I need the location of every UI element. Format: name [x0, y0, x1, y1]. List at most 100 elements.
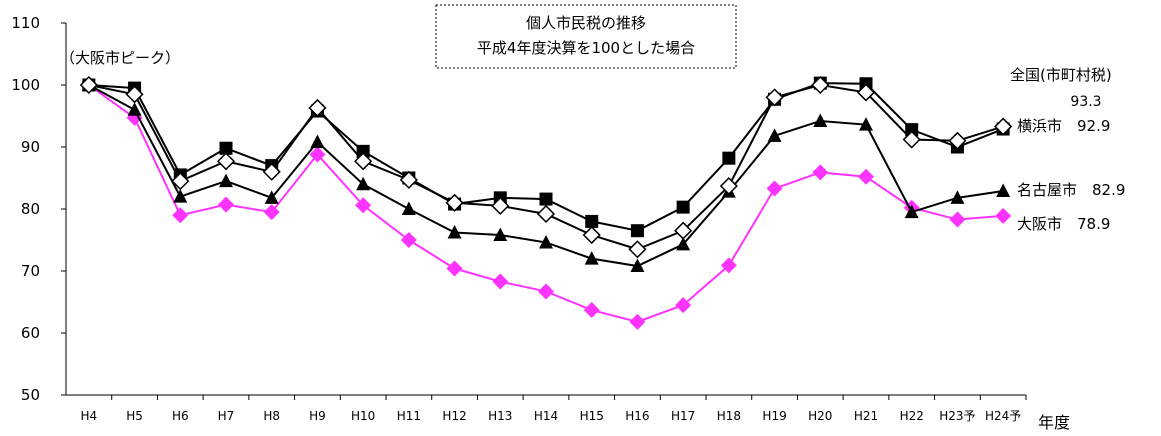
data-point: [630, 224, 644, 238]
series-end-labels: 全国(市町村税) 93.3 横浜市 92.9 名古屋市 82.9 大阪市 78.9: [1010, 66, 1125, 233]
data-point: [79, 75, 98, 95]
data-point: [356, 144, 370, 158]
y-tick-label: 80: [21, 200, 40, 218]
data-point: [263, 204, 280, 221]
chart-title: 個人市民税の推移: [526, 14, 646, 32]
series-4: [80, 77, 1012, 330]
data-point: [811, 75, 830, 95]
data-point: [264, 190, 279, 204]
data-point: [675, 297, 692, 314]
y-tick-label: 70: [21, 262, 40, 280]
data-point: [400, 232, 417, 248]
y-tick-label: 90: [21, 138, 40, 156]
data-point: [401, 201, 416, 215]
x-tick-label: H22: [900, 409, 924, 423]
chart-subtitle: 平成4年度決算を100とした場合: [477, 39, 695, 57]
x-tick-label: H20: [808, 409, 832, 423]
peak-annotation: （大阪市ピーク）: [60, 49, 180, 67]
x-tick-label: H15: [580, 409, 604, 423]
data-point: [583, 302, 600, 319]
y-tick-label: 100: [11, 76, 40, 94]
data-point: [948, 131, 967, 150]
data-point: [491, 196, 510, 215]
series-end-value-national: 93.3: [1070, 94, 1101, 110]
data-point: [813, 113, 828, 127]
data-point: [902, 130, 921, 149]
data-point: [630, 258, 645, 273]
y-tick-label: 60: [21, 324, 40, 342]
data-point: [585, 214, 599, 228]
data-point: [171, 172, 190, 191]
data-point: [674, 221, 693, 240]
data-point: [950, 190, 965, 204]
data-point: [584, 251, 599, 265]
data-point: [539, 192, 553, 206]
series-end-label-nagoya: 名古屋市 82.9: [1017, 181, 1125, 199]
data-point: [216, 152, 236, 171]
data-point: [720, 257, 737, 274]
data-point: [447, 225, 462, 239]
data-point: [446, 260, 463, 277]
data-point: [308, 98, 327, 118]
x-tick-label: H7: [218, 409, 235, 423]
axes: 50 60 70 80 90 100 110 H4 H5 H6 H7 H8 H9 H10 H11 H12 H13…: [11, 14, 1027, 423]
data-point: [582, 225, 601, 245]
x-tick-label: H6: [172, 409, 189, 423]
x-tick-label: H24予: [985, 409, 1021, 423]
series-end-label-yokohama: 横浜市 92.9: [1017, 117, 1110, 135]
y-tick-label: 110: [11, 14, 40, 32]
data-point: [628, 240, 647, 259]
data-point: [536, 204, 556, 224]
chart-title-box: 個人市民税の推移 平成4年度決算を100とした場合: [435, 4, 737, 69]
data-point: [996, 183, 1011, 198]
data-point: [262, 162, 281, 181]
data-point: [399, 170, 418, 189]
data-point: [629, 313, 646, 330]
data-point: [856, 83, 876, 102]
x-tick-label: H8: [263, 409, 280, 423]
data-point: [765, 88, 784, 107]
data-point: [859, 117, 873, 131]
x-tick-label: H10: [351, 409, 375, 423]
x-tick-label: H17: [671, 409, 695, 423]
data-point: [445, 193, 464, 212]
data-point: [995, 207, 1012, 224]
data-point: [904, 204, 919, 219]
data-point: [949, 211, 966, 228]
data-point: [994, 117, 1013, 136]
data-point: [173, 189, 188, 203]
data-point: [218, 196, 234, 213]
data-point: [492, 273, 509, 290]
data-point: [310, 134, 325, 149]
series-3: [81, 77, 1011, 273]
data-point: [676, 200, 690, 214]
series-layer: [79, 75, 1013, 330]
series-end-label-osaka: 大阪市 78.9: [1017, 215, 1110, 233]
x-tick-label: H14: [534, 409, 558, 423]
data-point: [719, 176, 738, 196]
data-point: [127, 102, 142, 116]
data-point: [355, 197, 372, 214]
data-point: [354, 152, 373, 171]
x-axis-label: 年度: [1038, 413, 1070, 432]
x-tick-label: H9: [309, 409, 326, 423]
series-1: [79, 75, 1013, 259]
x-tick-label: H5: [126, 409, 143, 423]
data-point: [219, 173, 233, 188]
data-point: [767, 128, 782, 142]
data-point: [812, 164, 829, 181]
data-point: [676, 236, 691, 251]
x-tick-label: H16: [625, 409, 649, 423]
x-tick-label: H21: [854, 409, 878, 423]
y-tick-label: 50: [21, 386, 40, 404]
data-point: [219, 141, 233, 155]
data-point: [493, 227, 508, 242]
x-tick-label: H13: [488, 409, 512, 423]
x-tick-label: H11: [397, 409, 421, 423]
x-tick-label: H4: [81, 409, 98, 423]
x-tick-label: H23予: [939, 409, 975, 423]
series-end-label-national: 全国(市町村税): [1010, 66, 1112, 84]
data-point: [172, 207, 189, 224]
